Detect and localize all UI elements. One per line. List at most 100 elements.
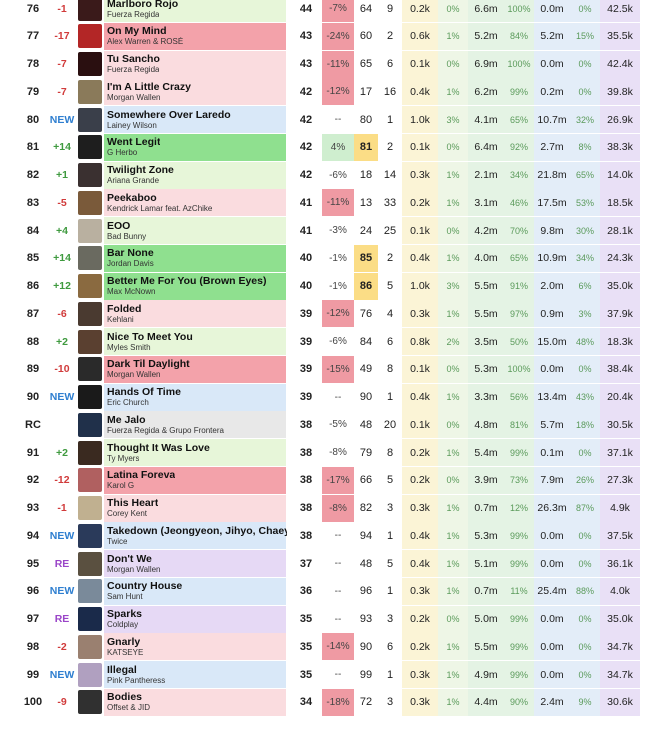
streams-cell: 5.2m [468, 22, 504, 50]
units-cell: 35.0k [600, 605, 640, 633]
sales-cell: 0.2k [402, 439, 438, 466]
album-art-cell [76, 578, 104, 605]
table-row[interactable]: 99 NEW Illegal Pink Pantheress 35 -- 99 1 0.3k 1%… [0, 661, 660, 688]
streams-cell: 6.6m [468, 0, 504, 22]
table-row[interactable]: 89 -10 Dark Til Daylight Morgan Wallen 39 -15… [0, 355, 660, 383]
song-cell: Folded Kehlani [104, 300, 286, 328]
airplay-cell: 5.7m [534, 411, 570, 439]
peak-cell: 79 [359, 446, 373, 459]
table-row[interactable]: 79 -7 I'm A Little Crazy Morgan Wallen 42 -12… [0, 78, 660, 106]
table-row[interactable]: 82 +1 Twilight Zone Ariana Grande 42 -6% 18 14 0… [0, 161, 660, 189]
percent-change-cell: -8% [322, 494, 354, 522]
weeks-cell: 4 [386, 307, 394, 320]
peak-cell: 48 [359, 557, 373, 570]
units-cell: 37.5k [600, 522, 640, 550]
rank-cell: 98 [18, 633, 48, 661]
points-cell: 35 [299, 640, 313, 653]
table-row[interactable]: 78 -7 Tu Sancho Fuerza Regida 43 -11% 65 6 0.1k 0… [0, 50, 660, 78]
points-cell: 40 [299, 252, 313, 265]
change-cell: +12 [53, 280, 71, 292]
units-cell: 4.0k [600, 577, 640, 605]
song-title: This Heart [107, 497, 159, 509]
sales-share-cell: 0% [438, 217, 468, 244]
table-row[interactable]: 90 NEW Hands Of Time Eric Church 39 -- 90 1 0.4k… [0, 383, 660, 411]
album-art-cell [76, 51, 104, 78]
song-title: On My Mind [107, 25, 167, 38]
table-row[interactable]: 76 -1 Marlboro Rojo Fuerza Regida 44 -7% 64 9 0.… [0, 0, 660, 22]
table-row[interactable]: 77 -17 On My Mind Alex Warren & ROSÉ 43 -24% 6… [0, 22, 660, 50]
points-cell: 44 [299, 2, 313, 15]
airplay-cell: 13.4m [534, 383, 570, 411]
table-row[interactable]: 88 +2 Nice To Meet You Myles Smith 39 -6% 84 6 0… [0, 328, 660, 355]
change-cell: -2 [57, 640, 67, 653]
airplay-share-cell: 65% [570, 161, 600, 189]
peak-cell: 85 [354, 244, 378, 272]
table-row[interactable]: 96 NEW Country House Sam Hunt 36 -- 96 1 0.3k 1% 0… [0, 577, 660, 605]
table-row[interactable]: 83 -5 Peekaboo Kendrick Lamar feat. AzChike… [0, 189, 660, 217]
song-cell: Bodies Offset & JID [104, 688, 286, 716]
rank-cell: 90 [18, 383, 48, 411]
song-cell: Hands Of Time Eric Church [104, 383, 286, 411]
table-row[interactable]: 85 +14 Bar None Jordan Davis 40 -1% 85 2 0.4k 1% 4… [0, 244, 660, 272]
song-title: Nice To Meet You [107, 330, 193, 343]
peak-cell: 90 [359, 391, 373, 403]
sales-share-cell: 1% [438, 22, 468, 50]
album-art-cell [76, 661, 104, 688]
album-art-thumbnail [78, 301, 102, 326]
weeks-cell: 5 [386, 557, 394, 570]
points-cell: 43 [299, 58, 313, 70]
peak-cell: 24 [359, 224, 373, 237]
rank-cell: 97 [18, 605, 48, 633]
song-artist: G Herbo [107, 148, 138, 158]
units-cell: 35.5k [600, 22, 640, 50]
streams-share-cell: 84% [504, 22, 534, 50]
album-art-cell [76, 106, 104, 133]
weeks-cell: 8 [386, 363, 394, 376]
airplay-share-cell: 8% [570, 133, 600, 161]
song-title: EOO [107, 219, 131, 232]
percent-change-cell: -12% [322, 78, 354, 106]
song-cell: Me Jalo Fuerza Regida & Grupo Frontera [104, 411, 286, 439]
airplay-share-cell: 18% [570, 411, 600, 439]
points-cell: 39 [299, 363, 313, 376]
table-row[interactable]: 87 -6 Folded Kehlani 39 -12% 76 4 0.3k 1% 5.5m 97% 0… [0, 300, 660, 328]
points-cell: 42 [299, 169, 313, 181]
change-cell: +2 [56, 446, 68, 459]
sales-cell: 1.0k [402, 106, 438, 133]
sales-cell: 0.4k [402, 522, 438, 550]
change-cell: -6 [57, 307, 67, 320]
table-row[interactable]: 97 RE Sparks Coldplay 35 -- 93 3 0.2k 0% 5.0m 99% 0.… [0, 605, 660, 633]
song-artist: Sam Hunt [107, 592, 143, 602]
album-art-thumbnail [78, 246, 102, 271]
peak-cell: 81 [354, 133, 378, 161]
table-row[interactable]: 80 NEW Somewhere Over Laredo Lainey Wilson 4… [0, 106, 660, 133]
table-row[interactable]: 93 -1 This Heart Corey Kent 38 -8% 82 3 0.3k 1% 0.… [0, 494, 660, 522]
table-row[interactable]: 91 +2 Thought It Was Love Ty Myers 38 -8% 79 8 0… [0, 439, 660, 466]
table-row[interactable]: 100 -9 Bodies Offset & JID 34 -18% 72 3 0.3k 1% 4.… [0, 688, 660, 716]
album-art-thumbnail [78, 385, 102, 409]
table-row[interactable]: RC Me Jalo Fuerza Regida & Grupo Frontera 3… [0, 411, 660, 439]
sales-cell: 0.3k [402, 577, 438, 605]
table-row[interactable]: 98 -2 Gnarly KATSEYE 35 -14% 90 6 0.2k 1% 5.5m 99% 0… [0, 633, 660, 661]
points-cell: 38 [299, 446, 313, 459]
table-row[interactable]: 86 +12 Better Me For You (Brown Eyes) Max M… [0, 272, 660, 300]
table-row[interactable]: 81 +14 Went Legit G Herbo 42 4% 81 2 0.1k 0% 6.4m 9… [0, 133, 660, 161]
song-title: Better Me For You (Brown Eyes) [107, 275, 267, 287]
points-cell: 36 [299, 585, 313, 598]
streams-share-cell: 65% [504, 244, 534, 272]
units-cell: 26.9k [600, 106, 640, 133]
weeks-cell: 1 [386, 585, 394, 598]
table-row[interactable]: 84 +4 EOO Bad Bunny 41 -3% 24 25 0.1k 0% 4.2m 70% 9.… [0, 217, 660, 244]
sales-cell: 0.2k [402, 605, 438, 633]
units-cell: 4.9k [600, 494, 640, 522]
weeks-cell: 5 [386, 280, 394, 292]
streams-cell: 3.9m [468, 466, 504, 494]
table-row[interactable]: 92 -12 Latina Foreva Karol G 38 -17% 66 5 0.2k 0%… [0, 466, 660, 494]
units-cell: 42.4k [600, 50, 640, 78]
table-row[interactable]: 95 RE Don't We Morgan Wallen 37 -- 48 5 0.4k 1% 5.… [0, 550, 660, 577]
streams-cell: 5.5m [468, 300, 504, 328]
streams-cell: 3.5m [468, 328, 504, 355]
album-art-thumbnail [78, 135, 102, 160]
song-cell: I'm A Little Crazy Morgan Wallen [104, 78, 286, 106]
